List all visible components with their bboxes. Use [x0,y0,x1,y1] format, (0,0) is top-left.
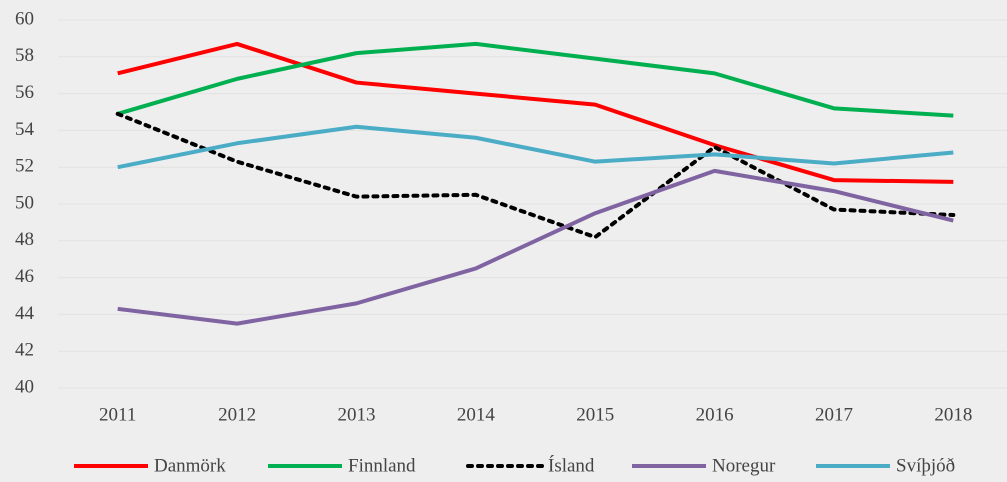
y-tick-label: 44 [15,303,35,324]
legend-label: Svíþjóð [896,455,955,476]
x-tick-label: 2012 [218,404,256,425]
y-tick-label: 40 [15,376,34,397]
x-tick-label: 2016 [696,404,734,425]
x-tick-label: 2018 [934,404,972,425]
legend-label: Finnland [348,455,416,476]
x-tick-label: 2014 [457,404,496,425]
data-line [115,111,956,240]
data-line [117,41,954,184]
y-tick-label: 58 [15,45,34,66]
y-tick-label: 52 [15,156,34,177]
data-line [117,41,954,118]
x-tick-label: 2013 [337,404,375,425]
y-tick-label: 60 [15,8,34,29]
legend-label: Noregur [712,455,776,476]
legend-label: Danmörk [154,455,226,476]
y-tick-label: 48 [15,229,34,250]
y-tick-label: 50 [15,192,34,213]
x-tick-label: 2011 [99,404,136,425]
y-tick-label: 54 [15,119,35,140]
legend-label: Ísland [548,454,595,476]
y-tick-label: 56 [15,82,34,103]
x-tick-label: 2015 [576,404,614,425]
y-tick-label: 46 [15,266,34,287]
x-tick-label: 2017 [815,404,853,425]
data-line [117,124,954,170]
data-line [117,168,954,326]
y-tick-label: 42 [15,340,34,361]
